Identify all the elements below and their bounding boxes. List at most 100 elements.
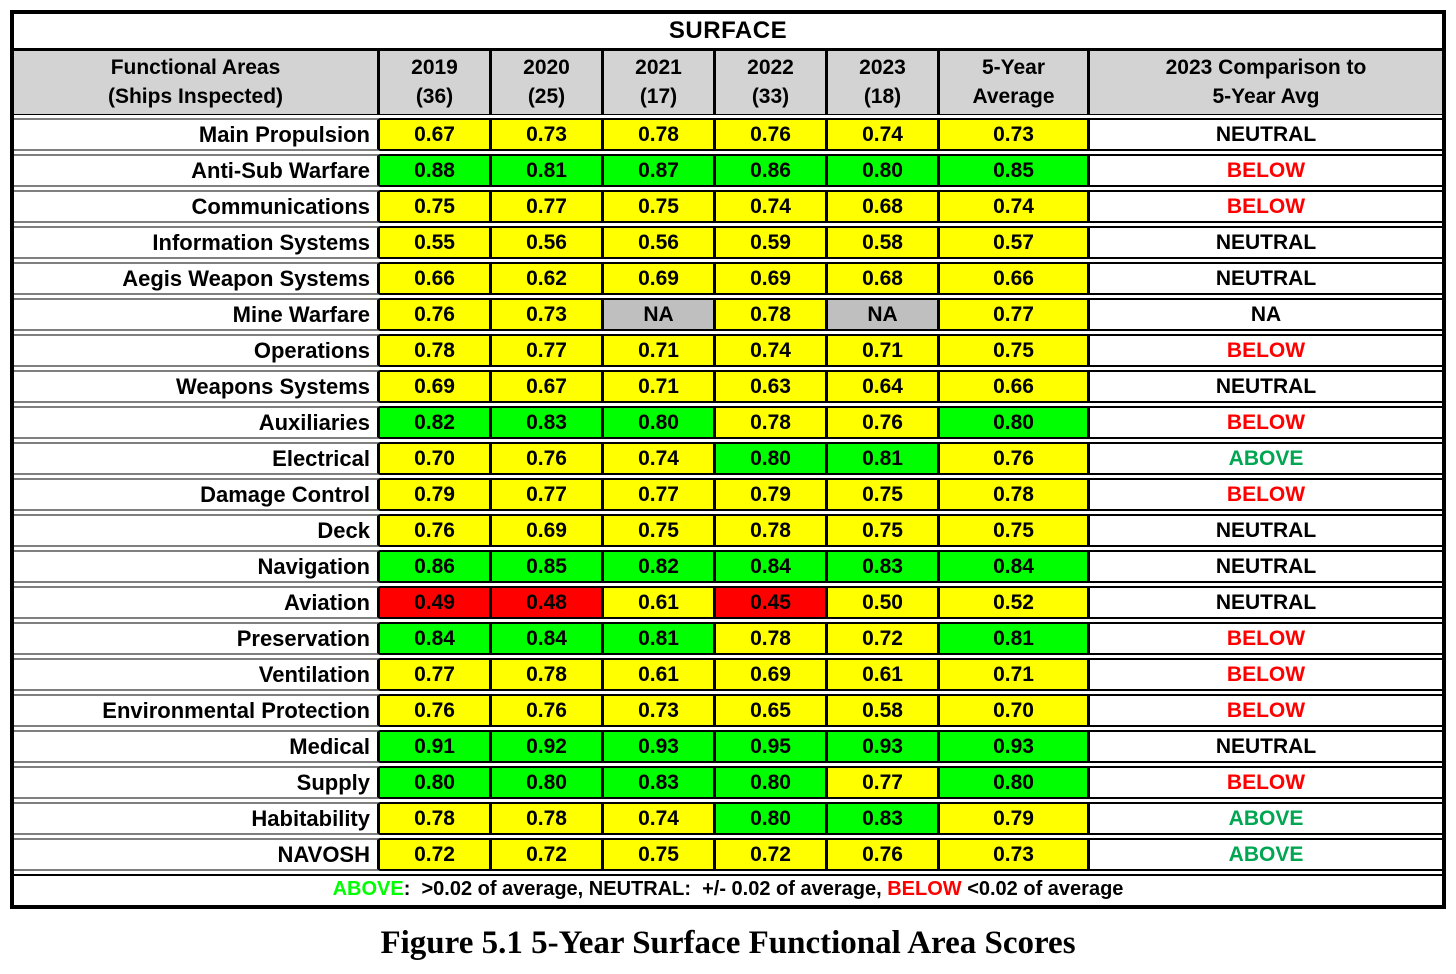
comparison-cell: NEUTRAL (1090, 514, 1442, 547)
row-label: Medical (14, 730, 380, 763)
score-cell: 0.85 (492, 550, 604, 583)
score-cell: 0.69 (716, 658, 828, 691)
score-cell: 0.67 (380, 118, 492, 151)
score-cell: 0.92 (492, 730, 604, 763)
score-cell: 0.84 (492, 622, 604, 655)
score-cell: 0.80 (940, 766, 1090, 799)
row-label: Main Propulsion (14, 118, 380, 151)
score-cell: 0.75 (604, 838, 716, 871)
score-cell: 0.80 (940, 406, 1090, 439)
score-cell: 0.49 (380, 586, 492, 619)
legend-row: ABOVE: >0.02 of average, NEUTRAL: +/- 0.… (14, 874, 1442, 905)
score-cell: 0.74 (716, 334, 828, 367)
table-row: Ventilation 0.77 0.78 0.61 0.69 0.61 0.71 BELOW (14, 658, 1442, 691)
score-cell: NA (828, 298, 940, 331)
score-cell: 0.75 (828, 514, 940, 547)
header-line-1: 2022 (747, 56, 794, 79)
score-cell: 0.61 (604, 586, 716, 619)
header-line-2: (36) (415, 85, 454, 108)
score-cell: 0.83 (604, 766, 716, 799)
score-cell: 0.73 (492, 118, 604, 151)
legend-segment: : >0.02 of average, NEUTRAL: +/- 0.02 of… (403, 878, 888, 900)
row-label: Environmental Protection (14, 694, 380, 727)
score-cell: 0.84 (716, 550, 828, 583)
table-row: Electrical 0.70 0.76 0.74 0.80 0.81 0.76 ABOVE (14, 442, 1442, 475)
table-row: Anti-Sub Warfare 0.88 0.81 0.87 0.86 0.80 0.85… (14, 154, 1442, 187)
score-cell: 0.81 (940, 622, 1090, 655)
legend-segment: ABOVE (332, 878, 404, 900)
score-cell: 0.80 (716, 766, 828, 799)
header-cell-2021: 2021 (17) (604, 51, 716, 114)
row-label: Anti-Sub Warfare (14, 154, 380, 187)
header-cell-functional-areas: Functional Areas (Ships Inspected) (14, 51, 380, 114)
comparison-cell: BELOW (1090, 694, 1442, 727)
score-cell: 0.80 (716, 442, 828, 475)
comparison-cell: NEUTRAL (1090, 586, 1442, 619)
score-cell: 0.83 (828, 802, 940, 835)
score-cell: 0.74 (828, 118, 940, 151)
score-cell: 0.80 (492, 766, 604, 799)
table-row: Environmental Protection 0.76 0.76 0.73 0.65… (14, 694, 1442, 727)
score-cell: 0.71 (940, 658, 1090, 691)
row-label: Auxiliaries (14, 406, 380, 439)
table-row: Damage Control 0.79 0.77 0.77 0.79 0.75 0.78 BE… (14, 478, 1442, 511)
score-cell: 0.84 (940, 550, 1090, 583)
score-cell: 0.48 (492, 586, 604, 619)
score-cell: 0.66 (940, 262, 1090, 295)
row-label: Mine Warfare (14, 298, 380, 331)
legend-segment: <0.02 of average (961, 878, 1124, 900)
table-row: Aegis Weapon Systems 0.66 0.62 0.69 0.69 0.68… (14, 262, 1442, 295)
comparison-cell: NEUTRAL (1090, 226, 1442, 259)
row-label: Aviation (14, 586, 380, 619)
header-line-1: 2023 Comparison to (1165, 56, 1367, 79)
score-cell: 0.83 (828, 550, 940, 583)
score-cell: 0.69 (492, 514, 604, 547)
comparison-cell: NEUTRAL (1090, 550, 1442, 583)
row-label: Information Systems (14, 226, 380, 259)
score-cell: 0.56 (604, 226, 716, 259)
row-label: Damage Control (14, 478, 380, 511)
score-cell: 0.76 (380, 298, 492, 331)
score-cell: 0.77 (604, 478, 716, 511)
score-cell: 0.78 (380, 334, 492, 367)
score-cell: 0.73 (604, 694, 716, 727)
row-label: Navigation (14, 550, 380, 583)
score-cell: 0.45 (716, 586, 828, 619)
score-cell: 0.57 (940, 226, 1090, 259)
score-cell: 0.58 (828, 694, 940, 727)
comparison-cell: BELOW (1090, 190, 1442, 223)
table-row: Aviation 0.49 0.48 0.61 0.45 0.50 0.52 NEUTRAL (14, 586, 1442, 619)
score-cell: 0.76 (492, 694, 604, 727)
score-cell: 0.72 (716, 838, 828, 871)
score-cell: 0.75 (380, 190, 492, 223)
comparison-cell: BELOW (1090, 154, 1442, 187)
score-cell: 0.79 (380, 478, 492, 511)
score-cell: 0.68 (828, 190, 940, 223)
score-cell: 0.76 (940, 442, 1090, 475)
header-line-1: 5-Year (981, 56, 1046, 79)
score-cell: 0.61 (828, 658, 940, 691)
score-cell: 0.91 (380, 730, 492, 763)
surface-scores-table: SURFACE Functional Areas (Ships Inspected… (10, 10, 1446, 909)
score-cell: 0.77 (828, 766, 940, 799)
score-cell: 0.80 (604, 406, 716, 439)
table-row: Navigation 0.86 0.85 0.82 0.84 0.83 0.84 NEUTRA… (14, 550, 1442, 583)
comparison-cell: NEUTRAL (1090, 262, 1442, 295)
score-cell: 0.69 (716, 262, 828, 295)
score-cell: 0.72 (828, 622, 940, 655)
table-row: Operations 0.78 0.77 0.71 0.74 0.71 0.75 BELOW (14, 334, 1442, 367)
comparison-cell: NA (1090, 298, 1442, 331)
score-cell: 0.73 (940, 118, 1090, 151)
score-cell: 0.74 (604, 442, 716, 475)
table-row: Communications 0.75 0.77 0.75 0.74 0.68 0.74 BE… (14, 190, 1442, 223)
score-cell: 0.65 (716, 694, 828, 727)
score-cell: 0.72 (380, 838, 492, 871)
table-title: SURFACE (14, 14, 1442, 51)
score-cell: 0.70 (380, 442, 492, 475)
score-cell: 0.74 (604, 802, 716, 835)
score-cell: NA (604, 298, 716, 331)
score-cell: 0.93 (940, 730, 1090, 763)
header-line-2: (17) (639, 85, 678, 108)
score-cell: 0.79 (716, 478, 828, 511)
table-row: Habitability 0.78 0.78 0.74 0.80 0.83 0.79 ABOV… (14, 802, 1442, 835)
